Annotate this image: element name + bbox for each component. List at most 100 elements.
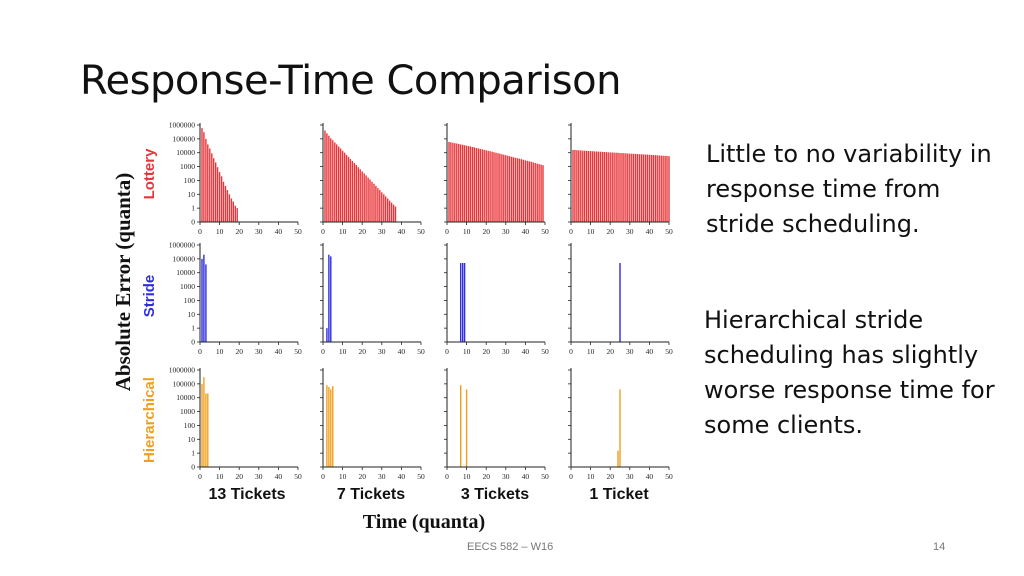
x-tick-label: 40 bbox=[275, 347, 283, 356]
y-tick-label: 100 bbox=[184, 421, 196, 430]
bar-lottery-1-6 bbox=[336, 144, 338, 222]
x-tick-label: 50 bbox=[665, 227, 673, 236]
bar-lottery-1-5 bbox=[334, 142, 336, 222]
bar-lottery-1-18 bbox=[359, 169, 361, 222]
y-tick-label: 100000 bbox=[173, 254, 196, 263]
bar-lottery-1-28 bbox=[379, 190, 381, 222]
bar-lottery-2-12 bbox=[471, 147, 474, 222]
x-tick-label: 0 bbox=[445, 227, 449, 236]
x-tick-label: 50 bbox=[541, 472, 549, 481]
bar-lottery-0-0 bbox=[201, 128, 203, 222]
x-tick-label: 0 bbox=[198, 472, 202, 481]
x-tick-label: 20 bbox=[235, 472, 243, 481]
bar-lottery-3-35 bbox=[640, 154, 643, 222]
bar-stride-2-2 bbox=[463, 263, 466, 342]
bar-hierarchical-1-0 bbox=[326, 385, 328, 467]
bar-lottery-0-17 bbox=[234, 205, 236, 222]
row-label-lottery: Lottery bbox=[141, 148, 158, 199]
column-label-1: 7 Tickets bbox=[337, 486, 405, 503]
x-tick-label: 40 bbox=[275, 227, 283, 236]
bar-lottery-0-18 bbox=[236, 208, 238, 222]
y-tick-label: 1000 bbox=[180, 162, 195, 171]
bar-lottery-0-2 bbox=[205, 138, 207, 222]
bar-lottery-3-30 bbox=[631, 153, 633, 222]
y-axis-title: Absolute Error (quanta) bbox=[111, 173, 135, 392]
bar-lottery-1-35 bbox=[392, 204, 395, 222]
bar-stride-0-2 bbox=[205, 264, 207, 342]
bar-lottery-2-16 bbox=[479, 148, 481, 222]
bar-lottery-3-43 bbox=[656, 155, 658, 222]
x-tick-label: 40 bbox=[398, 347, 406, 356]
bar-lottery-0-16 bbox=[232, 201, 234, 222]
y-tick-label: 0 bbox=[191, 218, 195, 227]
bar-hierarchical-0-3 bbox=[207, 393, 209, 467]
bar-lottery-2-32 bbox=[511, 156, 513, 222]
slide-title: Response-Time Comparison bbox=[80, 58, 621, 104]
x-tick-label: 10 bbox=[587, 472, 595, 481]
x-tick-label: 0 bbox=[569, 472, 573, 481]
bar-lottery-1-31 bbox=[385, 196, 387, 222]
bar-lottery-2-8 bbox=[463, 145, 466, 222]
bar-lottery-1-30 bbox=[383, 194, 385, 222]
bar-lottery-2-7 bbox=[462, 144, 464, 222]
bar-lottery-0-13 bbox=[226, 190, 229, 222]
bar-hierarchical-0-1 bbox=[203, 377, 205, 467]
bar-lottery-2-15 bbox=[477, 148, 480, 222]
bar-stride-1-2 bbox=[330, 256, 332, 342]
note-hierarchical-response: Hierarchical stride scheduling has sligh… bbox=[704, 306, 995, 439]
x-tick-label: 0 bbox=[569, 347, 573, 356]
bar-stride-2-0 bbox=[460, 263, 462, 342]
bar-lottery-2-38 bbox=[522, 159, 525, 222]
x-tick-label: 0 bbox=[445, 472, 449, 481]
y-tick-label: 1000000 bbox=[169, 121, 196, 130]
bar-lottery-0-14 bbox=[228, 194, 231, 222]
bar-lottery-1-19 bbox=[361, 171, 363, 222]
x-tick-label: 10 bbox=[463, 347, 471, 356]
x-tick-label: 30 bbox=[626, 472, 634, 481]
x-tick-label: 30 bbox=[255, 347, 263, 356]
x-tick-label: 10 bbox=[216, 472, 224, 481]
bar-lottery-3-9 bbox=[589, 151, 592, 222]
bar-stride-1-0 bbox=[326, 328, 328, 342]
bar-lottery-0-9 bbox=[218, 172, 221, 222]
y-tick-label: 100000 bbox=[173, 134, 196, 143]
x-tick-label: 40 bbox=[522, 472, 530, 481]
bar-lottery-0-11 bbox=[222, 181, 225, 222]
bar-hierarchical-1-3 bbox=[332, 386, 334, 467]
y-tick-label: 10 bbox=[188, 190, 196, 199]
bar-lottery-2-22 bbox=[491, 151, 493, 222]
y-tick-label: 1000 bbox=[180, 407, 195, 416]
bar-lottery-3-11 bbox=[593, 151, 596, 222]
bar-lottery-1-22 bbox=[367, 177, 369, 222]
bar-lottery-3-7 bbox=[586, 150, 588, 222]
bar-lottery-2-26 bbox=[499, 153, 501, 222]
bar-lottery-1-33 bbox=[388, 200, 391, 222]
bar-lottery-3-39 bbox=[648, 154, 651, 222]
column-label-3: 1 Ticket bbox=[589, 486, 649, 503]
x-tick-label: 10 bbox=[216, 227, 224, 236]
bar-lottery-2-35 bbox=[516, 158, 519, 222]
bar-lottery-3-47 bbox=[664, 155, 666, 222]
x-tick-label: 30 bbox=[255, 227, 263, 236]
bar-lottery-3-31 bbox=[633, 153, 635, 222]
bar-hierarchical-0-0 bbox=[201, 383, 203, 467]
bar-lottery-3-41 bbox=[652, 155, 654, 222]
y-tick-label: 1 bbox=[191, 204, 195, 213]
bar-lottery-0-15 bbox=[230, 198, 233, 222]
bar-lottery-3-40 bbox=[650, 154, 653, 222]
x-tick-label: 50 bbox=[417, 347, 425, 356]
bar-lottery-1-34 bbox=[390, 202, 393, 222]
column-label-2: 3 Tickets bbox=[461, 486, 529, 503]
bar-lottery-3-36 bbox=[642, 154, 645, 222]
y-tick-label: 1000 bbox=[180, 282, 195, 291]
bar-lottery-1-15 bbox=[353, 163, 356, 222]
bar-lottery-3-13 bbox=[597, 151, 600, 222]
y-tick-label: 1 bbox=[191, 449, 195, 458]
bar-stride-2-1 bbox=[462, 263, 464, 342]
bar-lottery-1-36 bbox=[394, 206, 397, 222]
bar-lottery-2-18 bbox=[483, 149, 485, 222]
bar-lottery-3-32 bbox=[635, 153, 637, 222]
bar-lottery-2-39 bbox=[524, 160, 527, 222]
x-tick-label: 0 bbox=[321, 227, 325, 236]
y-tick-label: 10000 bbox=[176, 393, 195, 402]
